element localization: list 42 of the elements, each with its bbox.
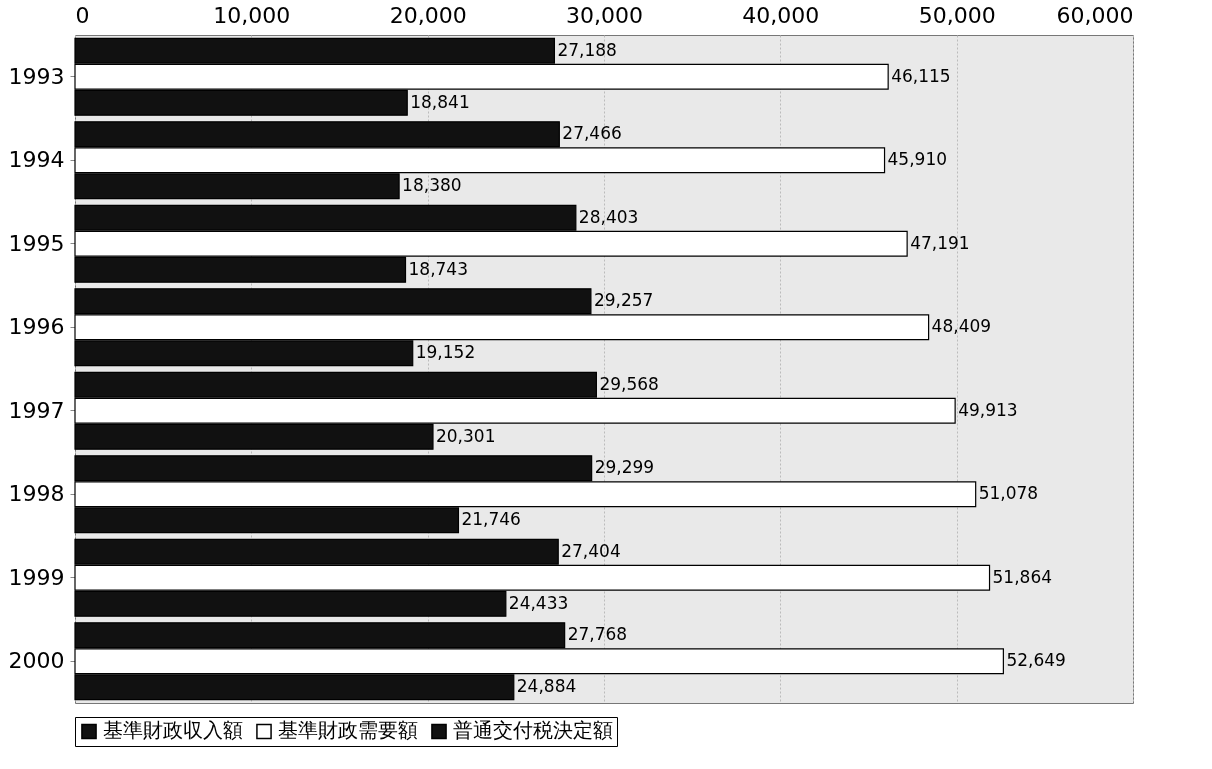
legend-label: 基準財政需要額 xyxy=(278,718,418,743)
y-tick-label: 1997 xyxy=(8,397,65,423)
y-tick-label: 1995 xyxy=(8,230,65,256)
y-tick-label: 2000 xyxy=(8,648,65,674)
y-tick-label: 1998 xyxy=(8,481,65,507)
data-label: 27,768 xyxy=(567,624,628,645)
x-tick-label: 0 xyxy=(75,2,90,28)
data-label: 18,743 xyxy=(408,258,468,279)
y-tick-label: 1994 xyxy=(8,147,65,173)
x-tick-label: 20,000 xyxy=(389,2,467,28)
data-label: 51,864 xyxy=(992,566,1053,587)
data-label: 29,257 xyxy=(593,290,654,311)
legend-label: 普通交付税決定額 xyxy=(453,718,613,743)
data-label: 27,404 xyxy=(561,540,621,561)
data-label: 28,403 xyxy=(578,206,639,227)
x-tick-label: 60,000 xyxy=(1056,2,1134,28)
data-label: 46,115 xyxy=(891,65,951,86)
x-tick-label: 40,000 xyxy=(742,2,820,28)
data-label: 27,188 xyxy=(557,39,617,60)
legend-label: 基準財政収入額 xyxy=(103,718,243,743)
y-tick-label: 1993 xyxy=(8,63,65,89)
data-label: 48,409 xyxy=(931,316,992,337)
data-label: 18,841 xyxy=(410,91,470,112)
y-tick-label: 1999 xyxy=(8,564,65,590)
data-label: 18,380 xyxy=(402,175,462,196)
data-label: 24,433 xyxy=(508,592,569,613)
x-tick-label: 30,000 xyxy=(566,2,643,28)
data-label: 27,466 xyxy=(562,123,622,144)
data-label: 24,884 xyxy=(516,676,577,697)
data-label: 52,649 xyxy=(1006,650,1066,671)
data-label: 51,078 xyxy=(978,483,1039,504)
data-label: 20,301 xyxy=(435,425,496,446)
data-label: 45,910 xyxy=(887,149,948,170)
y-tick-label: 1996 xyxy=(8,314,65,340)
data-label: 29,299 xyxy=(594,457,655,478)
data-label: 49,913 xyxy=(958,399,1018,420)
data-label: 21,746 xyxy=(461,509,521,530)
data-label: 19,152 xyxy=(415,342,476,363)
x-tick-label: 10,000 xyxy=(213,2,291,28)
data-label: 29,568 xyxy=(599,373,659,394)
data-label: 47,191 xyxy=(910,232,970,253)
x-tick-label: 50,000 xyxy=(918,2,996,28)
